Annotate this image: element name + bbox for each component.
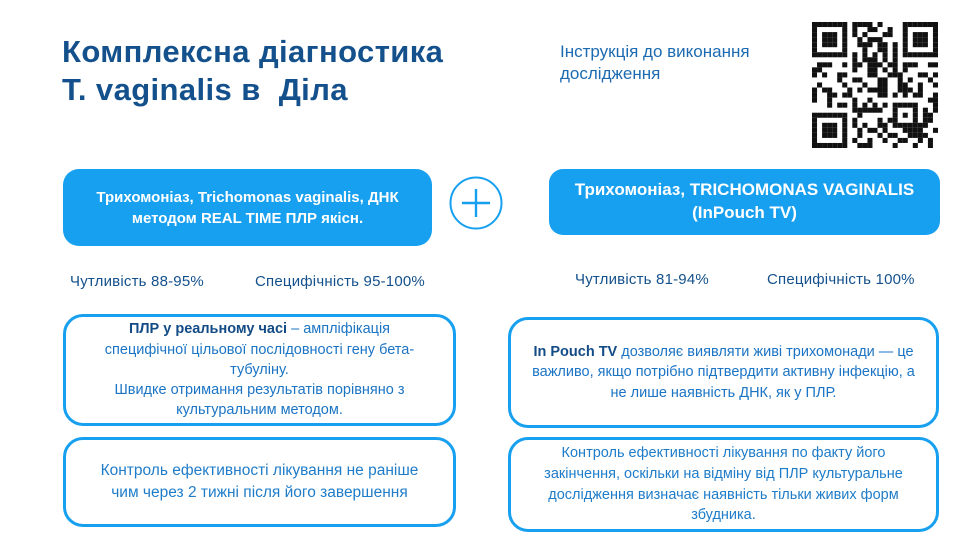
specificity-left: Специфічність 95-100% (255, 273, 425, 290)
test-button-inpouch[interactable]: Трихомоніаз, TRICHOMONAS VAGINALIS (InPo… (549, 169, 940, 235)
qr-code-icon (812, 22, 938, 148)
sensitivity-right: Чутливість 81-94% (575, 271, 709, 288)
description-lead: In Pouch TV (533, 343, 618, 360)
description-text: дозволяє виявляти живі трихомонади — це … (532, 343, 919, 401)
description-text: – ампліфікація специфічної цільової посл… (104, 321, 415, 419)
description-box-inpouch: In Pouch TV дозволяє виявляти живі трихо… (508, 317, 939, 428)
control-note-text: Контроль ефективності лікування не раніш… (100, 461, 423, 501)
control-note-box-inpouch: Контроль ефективності лікування по факту… (508, 437, 939, 532)
description-lead: ПЛР у реальному часі (128, 321, 288, 338)
plus-icon (449, 176, 503, 230)
test-button-pcr[interactable]: Трихомоніаз, Trichomonas vaginalis, ДНК … (63, 169, 432, 246)
control-note-text: Контроль ефективності лікування по факту… (544, 445, 907, 524)
control-note-box-pcr: Контроль ефективності лікування не раніш… (63, 437, 456, 527)
instruction-note: Інструкція до виконання дослідження (560, 42, 750, 84)
sensitivity-left: Чутливість 88-95% (70, 273, 204, 290)
description-box-pcr: ПЛР у реальному часі – ампліфікація спец… (63, 314, 456, 426)
page-title: Комплексна діагностика T. vaginalis в Ді… (62, 34, 444, 107)
specificity-right: Специфічність 100% (767, 271, 915, 288)
